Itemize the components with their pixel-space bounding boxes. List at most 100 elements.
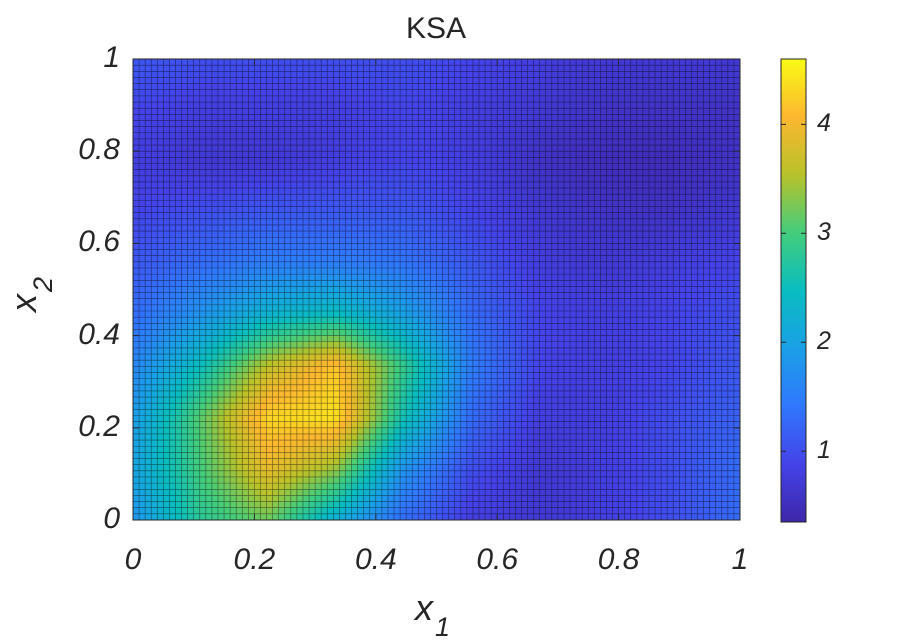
heatmap-cell [630, 354, 638, 361]
heatmap-cell [472, 59, 480, 66]
heatmap-cell [582, 163, 589, 171]
heatmap-cell [721, 169, 729, 177]
heatmap-cell [527, 237, 535, 244]
heatmap-cell [387, 77, 395, 84]
heatmap-cell [430, 175, 437, 183]
heatmap-cell [327, 304, 334, 312]
heatmap-cell [272, 114, 280, 121]
heatmap-cell [642, 341, 650, 349]
heatmap-cell [387, 163, 395, 171]
heatmap-cell [533, 59, 541, 66]
heatmap-cell [272, 354, 280, 361]
heatmap-cell [533, 102, 541, 109]
heatmap-cell [454, 200, 462, 207]
heatmap-cell [679, 194, 686, 201]
heatmap-cell [515, 292, 522, 300]
heatmap-cell [357, 329, 365, 336]
heatmap-cell [478, 151, 486, 158]
heatmap-cell [133, 292, 140, 300]
heatmap-cell [224, 267, 231, 275]
heatmap-cell [630, 231, 638, 238]
heatmap-cell [339, 354, 346, 361]
heatmap-cell [642, 335, 650, 343]
heatmap-cell [466, 102, 474, 109]
heatmap-cell [472, 138, 480, 146]
heatmap-cell [478, 157, 486, 164]
heatmap-cell [145, 181, 152, 189]
heatmap-cell [588, 212, 595, 220]
heatmap-cell [248, 249, 255, 257]
heatmap-cell [679, 261, 686, 269]
heatmap-cell [679, 347, 686, 355]
heatmap-cell [236, 181, 243, 189]
heatmap-cell [424, 175, 431, 183]
heatmap-cell [667, 89, 674, 97]
heatmap-cell [715, 194, 723, 201]
heatmap-cell [211, 249, 219, 257]
heatmap-cell [733, 145, 741, 152]
heatmap-cell [436, 292, 443, 300]
heatmap-cell [497, 138, 504, 146]
heatmap-cell [527, 157, 535, 164]
heatmap-cell [509, 175, 516, 183]
heatmap-cell [363, 304, 371, 312]
heatmap-cell [709, 224, 717, 232]
heatmap-cell [642, 224, 650, 232]
heatmap-cell [400, 354, 407, 361]
heatmap-cell [491, 261, 498, 269]
heatmap-cell [406, 286, 413, 293]
heatmap-cell [497, 114, 504, 121]
heatmap-cell [181, 95, 189, 103]
heatmap-cell [175, 286, 182, 293]
heatmap-cell [709, 95, 717, 103]
heatmap-cell [618, 138, 626, 146]
heatmap-cell [661, 83, 668, 91]
heatmap-cell [648, 329, 656, 336]
heatmap-cell [266, 151, 274, 158]
heatmap-cell [296, 298, 304, 306]
heatmap-cell [369, 329, 377, 336]
heatmap-cell [588, 206, 595, 214]
heatmap-cell [703, 114, 711, 121]
heatmap-cell [515, 163, 522, 171]
heatmap-cell [217, 77, 225, 84]
heatmap-cell [211, 292, 219, 300]
heatmap-cell [133, 274, 140, 281]
heatmap-cell [424, 71, 431, 78]
heatmap-cell [667, 317, 674, 324]
heatmap-cell [460, 65, 468, 72]
heatmap-cell [230, 145, 237, 152]
heatmap-cell [357, 169, 365, 177]
heatmap-cell [296, 261, 304, 269]
heatmap-cell [205, 243, 213, 250]
heatmap-cell [624, 360, 632, 367]
heatmap-cell [563, 151, 571, 158]
heatmap-cell [478, 181, 486, 189]
heatmap-cell [321, 311, 328, 318]
heatmap-cell [594, 77, 601, 84]
heatmap-cell [230, 261, 237, 269]
heatmap-cell [630, 194, 638, 201]
heatmap-cell [454, 237, 462, 244]
heatmap-cell [606, 83, 613, 91]
heatmap-cell [254, 59, 261, 66]
heatmap-cell [563, 157, 571, 164]
heatmap-cell [703, 292, 711, 300]
heatmap-cell [448, 243, 456, 250]
heatmap-cell [375, 65, 383, 72]
heatmap-cell [691, 71, 698, 78]
heatmap-cell [133, 237, 140, 244]
heatmap-cell [436, 151, 443, 158]
heatmap-cell [193, 329, 201, 336]
heatmap-cell [339, 347, 346, 355]
heatmap-cell [381, 77, 389, 84]
heatmap-cell [260, 181, 267, 189]
heatmap-cell [642, 249, 650, 257]
heatmap-cell [648, 157, 656, 164]
heatmap-cell [703, 267, 711, 275]
heatmap-cell [333, 298, 340, 306]
heatmap-cell [387, 347, 395, 355]
heatmap-cell [339, 65, 346, 72]
heatmap-cell [302, 138, 310, 146]
heatmap-cell [630, 163, 638, 171]
